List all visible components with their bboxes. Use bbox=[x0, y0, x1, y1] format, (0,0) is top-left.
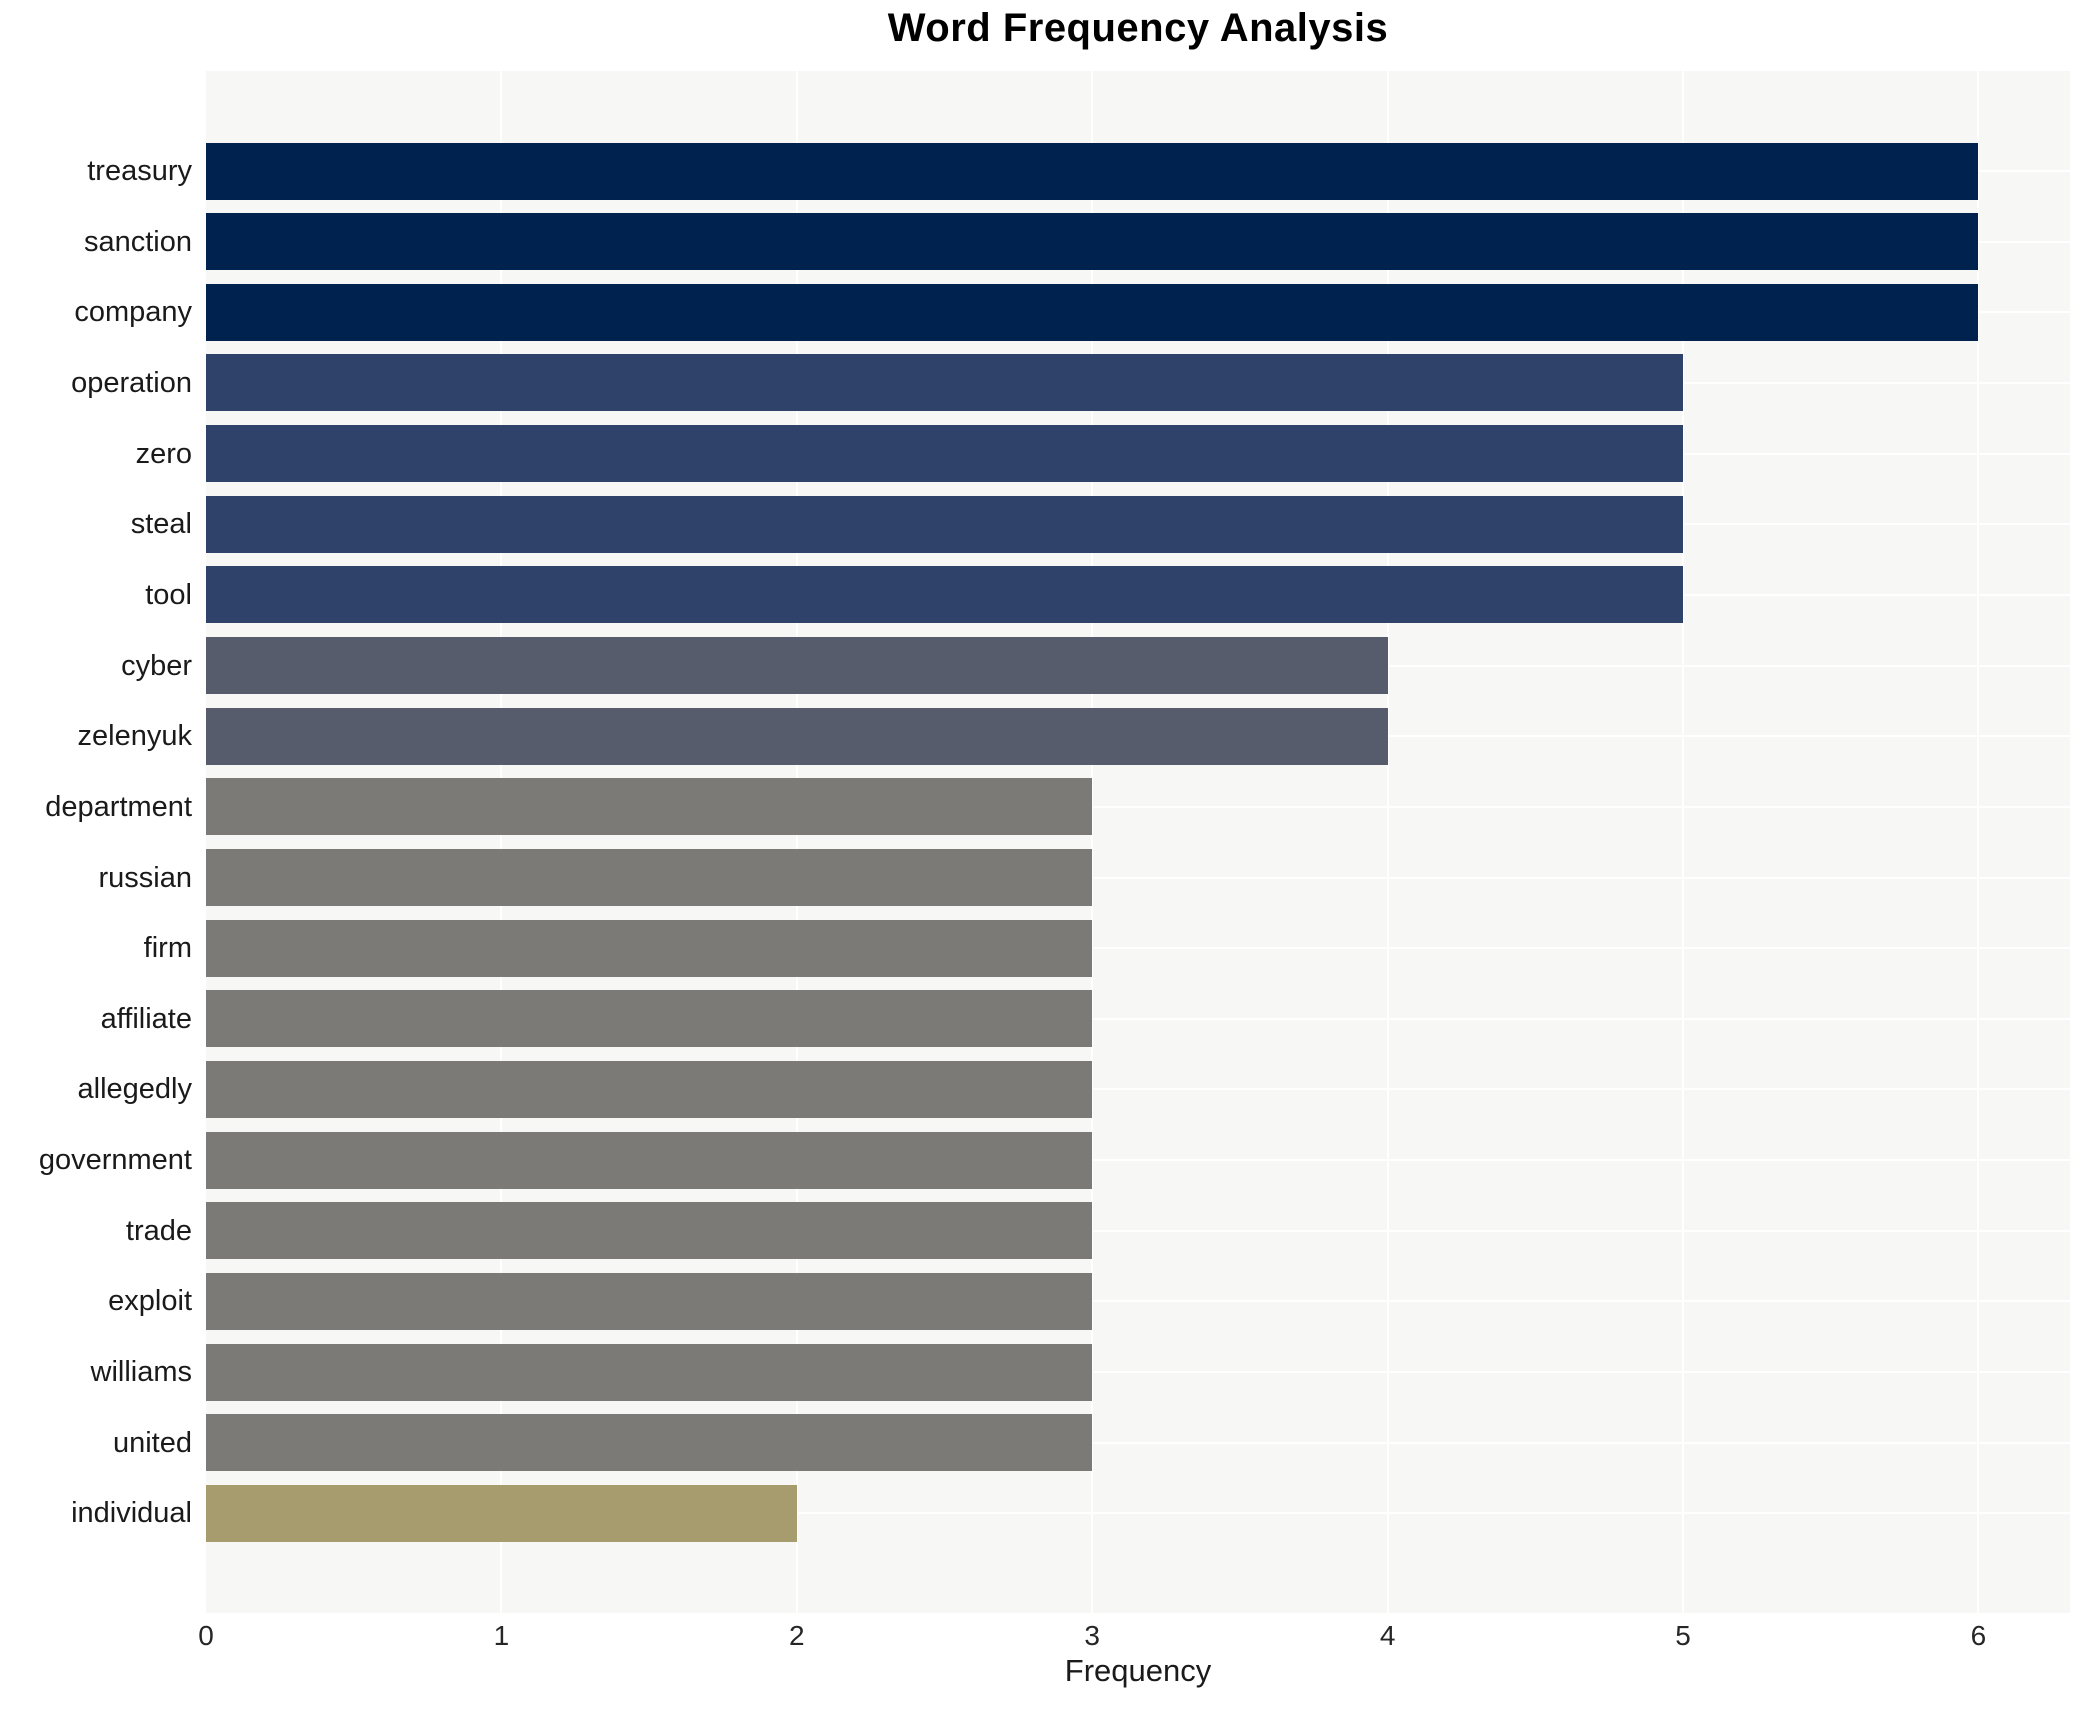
y-axis-label: russian bbox=[98, 861, 193, 894]
y-axis-label: steal bbox=[130, 508, 192, 541]
x-tick-label: 0 bbox=[198, 1620, 214, 1651]
y-axis-label: williams bbox=[90, 1356, 193, 1389]
h-gridline bbox=[206, 947, 2070, 950]
chart-title: Word Frequency Analysis bbox=[887, 6, 1389, 50]
y-axis-label: treasury bbox=[87, 155, 192, 187]
h-gridline bbox=[206, 1088, 2070, 1091]
y-axis-label: tool bbox=[145, 578, 192, 611]
y-axis-label: government bbox=[38, 1144, 192, 1177]
plot-area bbox=[206, 71, 2070, 1613]
bar-cyber bbox=[206, 637, 1388, 695]
bar-treasury bbox=[206, 142, 1979, 200]
bar-government bbox=[206, 1131, 1093, 1189]
bar-allegedly bbox=[206, 1060, 1093, 1118]
h-gridline bbox=[206, 876, 2070, 879]
y-axis-label: sanction bbox=[83, 225, 192, 258]
x-tick-label: 6 bbox=[1970, 1620, 1987, 1651]
v-gridline bbox=[795, 71, 798, 1613]
h-gridline bbox=[206, 1371, 2070, 1374]
bar-affiliate bbox=[206, 990, 1093, 1048]
y-axis-label: exploit bbox=[108, 1285, 192, 1318]
y-axis-label: affiliate bbox=[100, 1002, 192, 1035]
bar-firm bbox=[206, 919, 1093, 977]
v-gridline bbox=[1682, 71, 1685, 1613]
y-axis-label: united bbox=[112, 1426, 192, 1459]
y-axis-label: allegedly bbox=[77, 1073, 192, 1106]
x-tick-label: 2 bbox=[789, 1620, 805, 1651]
bar-individual bbox=[206, 1484, 797, 1542]
y-axis-label: company bbox=[74, 296, 192, 329]
h-gridline bbox=[206, 1512, 2070, 1515]
y-axis-label: zero bbox=[135, 437, 192, 470]
y-axis-label: department bbox=[45, 790, 192, 823]
bar-exploit bbox=[206, 1272, 1093, 1330]
x-tick-label: 4 bbox=[1379, 1620, 1396, 1651]
h-gridline bbox=[206, 1441, 2070, 1444]
h-gridline bbox=[206, 805, 2070, 808]
y-axis-label: firm bbox=[143, 932, 192, 965]
h-gridline bbox=[206, 1300, 2070, 1303]
x-tick-label: 5 bbox=[1675, 1620, 1691, 1651]
bar-russian bbox=[206, 849, 1093, 906]
bar-tool bbox=[206, 566, 1684, 624]
bar-trade bbox=[206, 1202, 1093, 1260]
bar-zelenyuk bbox=[206, 707, 1388, 765]
y-axis-label: operation bbox=[71, 366, 192, 399]
x-axis-label: Frequency bbox=[1064, 1653, 1212, 1688]
y-axis-label: trade bbox=[125, 1214, 192, 1247]
bar-department bbox=[206, 778, 1093, 836]
x-tick-label: 1 bbox=[493, 1620, 510, 1651]
x-tick-label: 3 bbox=[1084, 1620, 1100, 1651]
v-gridline bbox=[1977, 71, 1980, 1613]
h-gridline bbox=[206, 1017, 2070, 1020]
v-gridline bbox=[1091, 71, 1094, 1613]
y-axis-label: individual bbox=[71, 1497, 192, 1530]
h-gridline bbox=[206, 1159, 2070, 1162]
bar-united bbox=[206, 1414, 1093, 1472]
bar-steal bbox=[206, 495, 1684, 553]
v-gridline bbox=[500, 71, 503, 1613]
bar-zero bbox=[206, 425, 1684, 483]
bar-williams bbox=[206, 1343, 1093, 1401]
y-axis-label: cyber bbox=[121, 649, 192, 682]
h-gridline bbox=[206, 1229, 2070, 1232]
bar-sanction bbox=[206, 213, 1979, 271]
bar-operation bbox=[206, 354, 1684, 412]
bar-company bbox=[206, 283, 1979, 341]
y-axis-label: zelenyuk bbox=[77, 720, 192, 753]
v-gridline bbox=[1386, 71, 1389, 1613]
